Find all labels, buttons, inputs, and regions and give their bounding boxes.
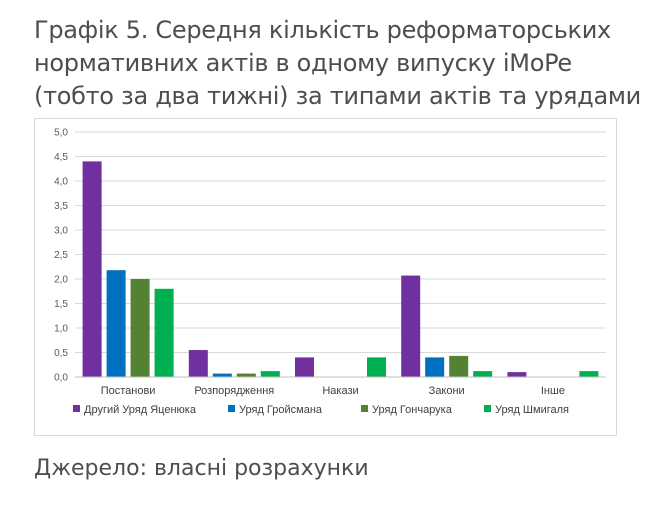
bar-chart: 0,0 0,5 1,0 1,5 2,0 2,5 3,0 3,5 4,0 4,5 5,0 Постано… bbox=[54, 128, 606, 416]
bar-3-2 bbox=[236, 373, 256, 377]
x-category-label: Постанови bbox=[101, 385, 156, 397]
bar-1-1 bbox=[82, 161, 102, 377]
bar-4-4 bbox=[473, 371, 493, 377]
bar-2-1 bbox=[106, 270, 126, 377]
bar-1-5 bbox=[507, 372, 527, 377]
bar-2-4 bbox=[425, 357, 445, 377]
bar-4-1 bbox=[154, 288, 174, 377]
source-note: Джерело: власні розрахунки bbox=[34, 456, 369, 481]
y-tick-label: 3,0 bbox=[54, 226, 68, 237]
bar-4-5 bbox=[579, 371, 599, 377]
bar-2-2 bbox=[212, 373, 232, 377]
bar-4-3 bbox=[367, 357, 386, 377]
y-tick-label: 4,0 bbox=[54, 177, 68, 188]
x-category-label: Накази bbox=[322, 385, 358, 397]
bar-3-4 bbox=[449, 355, 469, 377]
x-category-label: Розпорядження bbox=[194, 385, 274, 397]
chart-title-line-2: нормативних актів в одному випуску iMoPe bbox=[34, 49, 572, 77]
bar-1-4 bbox=[401, 275, 421, 377]
legend-swatch-2 bbox=[228, 405, 235, 412]
x-category-label: Закони bbox=[429, 385, 465, 397]
chart-title-line-1: Графік 5. Середня кількість реформаторсь… bbox=[34, 16, 611, 44]
bar-1-2 bbox=[188, 350, 208, 377]
y-tick-label: 2,0 bbox=[54, 275, 68, 286]
legend-label-2: Уряд Гройсмана bbox=[239, 404, 323, 416]
chart-title-line-3: (тобто за два тижні) за типами актів та … bbox=[34, 82, 641, 110]
chart-frame: 0,0 0,5 1,0 1,5 2,0 2,5 3,0 3,5 4,0 4,5 5,0 Постано… bbox=[34, 118, 617, 436]
bar-1-3 bbox=[295, 357, 314, 377]
bar-4-2 bbox=[260, 371, 280, 377]
x-category-label: Інше bbox=[541, 385, 565, 397]
y-tick-label: 1,0 bbox=[54, 324, 68, 335]
y-tick-label: 1,5 bbox=[54, 299, 68, 310]
legend-label-1: Другий Уряд Яценюка bbox=[84, 404, 197, 416]
legend-swatch-3 bbox=[361, 405, 368, 412]
legend-swatch-1 bbox=[73, 405, 80, 412]
bar-3-1 bbox=[130, 279, 150, 377]
y-tick-label: 0,5 bbox=[54, 348, 68, 359]
chart-title: Графік 5. Середня кількість реформаторсь… bbox=[34, 14, 641, 113]
legend-label-4: Уряд Шмигаля bbox=[495, 404, 569, 416]
legend-swatch-4 bbox=[484, 405, 491, 412]
legend-label-3: Уряд Гончарука bbox=[372, 404, 453, 416]
y-tick-label: 4,5 bbox=[54, 152, 68, 163]
y-tick-label: 2,5 bbox=[54, 250, 68, 261]
y-tick-label: 0,0 bbox=[54, 373, 68, 384]
y-tick-label: 5,0 bbox=[54, 128, 68, 139]
y-tick-label: 3,5 bbox=[54, 201, 68, 212]
